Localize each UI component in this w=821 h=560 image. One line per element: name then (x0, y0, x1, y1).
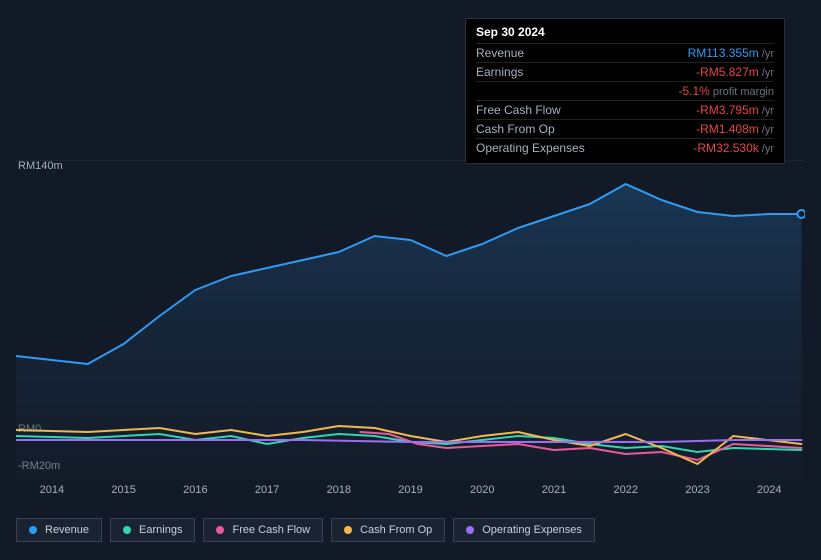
tooltip-row-value: -RM3.795m/yr (696, 103, 774, 117)
x-tick-label: 2023 (662, 484, 734, 496)
x-tick-label: 2019 (375, 484, 447, 496)
legend-dot-icon (29, 526, 37, 534)
tooltip-row-label: Free Cash Flow (476, 103, 561, 117)
tooltip-row: Free Cash Flow -RM3.795m/yr (476, 100, 774, 119)
legend-item-free-cash-flow[interactable]: Free Cash Flow (203, 518, 323, 542)
tooltip-row: -5.1%profit margin (476, 81, 774, 100)
tooltip-row-label: Revenue (476, 46, 524, 60)
legend-label: Operating Expenses (482, 524, 582, 536)
x-tick-label: 2024 (733, 484, 805, 496)
chart-legend: Revenue Earnings Free Cash Flow Cash From O… (16, 518, 595, 542)
chart-svg (16, 160, 805, 480)
x-tick-label: 2021 (518, 484, 590, 496)
legend-dot-icon (344, 526, 352, 534)
x-tick-label: 2016 (159, 484, 231, 496)
tooltip-row: Cash From Op -RM1.408m/yr (476, 119, 774, 138)
legend-item-operating-expenses[interactable]: Operating Expenses (453, 518, 595, 542)
x-tick-label: 2020 (446, 484, 518, 496)
tooltip-row-value: RM113.355m/yr (688, 46, 774, 60)
legend-label: Revenue (45, 524, 89, 536)
x-tick-label: 2015 (88, 484, 160, 496)
tooltip-row-value: -RM1.408m/yr (696, 122, 774, 136)
legend-dot-icon (466, 526, 474, 534)
tooltip-row: Earnings -RM5.827m/yr (476, 62, 774, 81)
legend-label: Earnings (139, 524, 182, 536)
legend-label: Cash From Op (360, 524, 432, 536)
tooltip-row-label: Cash From Op (476, 122, 555, 136)
tooltip-row-value: -RM5.827m/yr (696, 65, 774, 79)
legend-label: Free Cash Flow (232, 524, 310, 536)
legend-dot-icon (216, 526, 224, 534)
legend-item-earnings[interactable]: Earnings (110, 518, 195, 542)
tooltip-row-label: Earnings (476, 65, 523, 79)
legend-item-cash-from-op[interactable]: Cash From Op (331, 518, 445, 542)
tooltip-row: Operating Expenses -RM32.530k/yr (476, 138, 774, 157)
x-tick-label: 2014 (16, 484, 88, 496)
tooltip-row-value: -5.1%profit margin (679, 84, 775, 98)
tooltip-row-label: Operating Expenses (476, 141, 585, 155)
tooltip-row: Revenue RM113.355m/yr (476, 43, 774, 62)
legend-item-revenue[interactable]: Revenue (16, 518, 102, 542)
chart-tooltip: Sep 30 2024 Revenue RM113.355m/yr Earnings… (465, 18, 785, 164)
x-tick-label: 2017 (231, 484, 303, 496)
tooltip-date: Sep 30 2024 (476, 25, 774, 43)
legend-dot-icon (123, 526, 131, 534)
x-tick-label: 2022 (590, 484, 662, 496)
x-axis: 2014201520162017201820192020202120222023… (16, 484, 805, 496)
x-tick-label: 2018 (303, 484, 375, 496)
financials-chart[interactable] (16, 160, 805, 480)
tooltip-row-value: -RM32.530k/yr (693, 141, 774, 155)
